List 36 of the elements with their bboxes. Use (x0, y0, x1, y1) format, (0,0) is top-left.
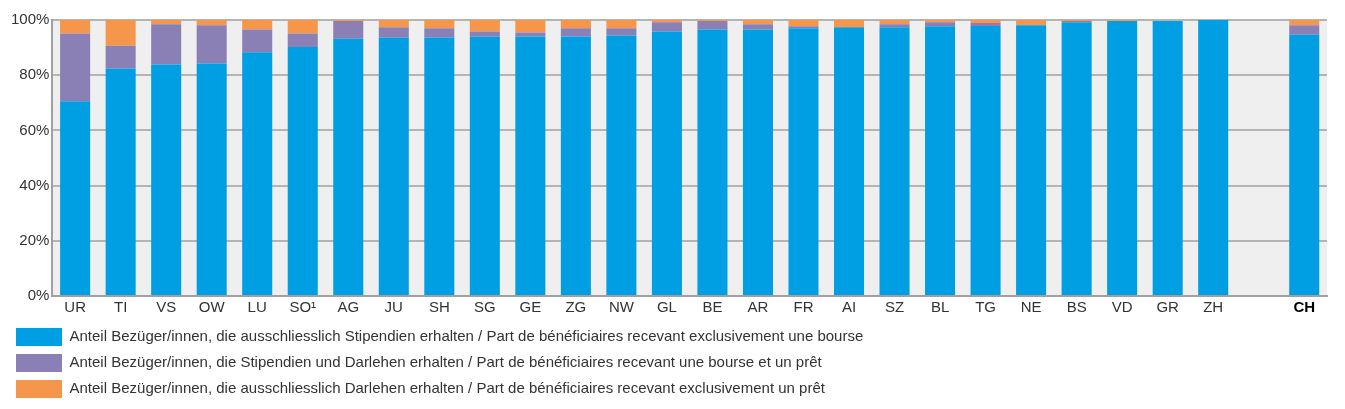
y-tick-label: 40% (19, 175, 50, 193)
x-tick-label: ZH (1203, 298, 1224, 316)
y-tick-label: 20% (19, 230, 50, 248)
x-tick-label: AG (337, 298, 360, 316)
x-tick-label: AI (841, 298, 857, 316)
x-tick-label: BL (930, 298, 950, 316)
y-tick-label: 100% (10, 10, 50, 28)
x-tick-label: SO¹ (289, 298, 317, 316)
x-tick-label: BS (1066, 298, 1087, 316)
x-tick-label: BE (702, 298, 723, 316)
legend-label: Anteil Bezüger/innen, die ausschliesslich Darlehen erhalten / Part de bénéficiaires recevant exclusivement un prêt (69, 379, 826, 397)
x-tick-label: UR (64, 298, 87, 316)
x-tick-label: LU (247, 298, 267, 316)
x-tick-label: AR (747, 298, 769, 316)
x-tick-label: FR (793, 298, 814, 316)
x-tick-label: NW (608, 298, 635, 316)
y-tick-label: 0% (27, 286, 50, 304)
x-tick-label: TG (975, 298, 996, 316)
x-tick-label: GE (519, 298, 542, 316)
legend-label: Anteil Bezüger/innen, die ausschliesslich Stipendien erhalten / Part de bénéficiaires recevant exclusivement une bourse (69, 327, 864, 345)
x-tick-label: JU (384, 298, 403, 316)
x-tick-label: SH (428, 298, 450, 316)
x-tick-label: VD (1111, 298, 1133, 316)
legend-label: Anteil Bezüger/innen, die Stipendien und Darlehen erhalten / Part de bénéficiaires recevant une bourse et un prêt (69, 353, 823, 371)
x-tick-label: SG (473, 298, 496, 316)
x-tick-label: NE (1020, 298, 1042, 316)
x-tick-label: VS (156, 298, 177, 316)
x-tick-label: OW (198, 298, 226, 316)
x-tick-label: CH (1293, 298, 1316, 316)
x-tick-label: GL (656, 298, 677, 316)
x-tick-label: GR (1156, 298, 1180, 316)
x-tick-label: SZ (884, 298, 905, 316)
y-tick-label: 60% (19, 120, 50, 138)
x-tick-label: TI (113, 298, 128, 316)
y-tick-label: 80% (19, 65, 50, 83)
x-tick-label: ZG (565, 298, 587, 316)
